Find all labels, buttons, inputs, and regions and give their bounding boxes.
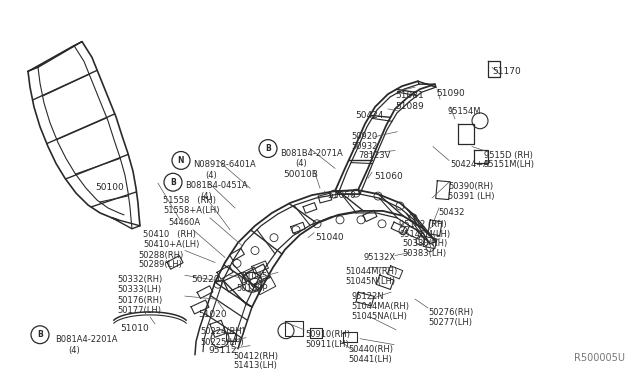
Text: 50432: 50432 [438,208,465,217]
Text: 78123V: 78123V [358,151,390,160]
Text: 50277(LH): 50277(LH) [428,318,472,327]
Text: 54460A: 54460A [168,218,200,227]
Text: R500005U: R500005U [574,353,625,363]
Text: 50920: 50920 [351,132,377,141]
Text: (4): (4) [68,346,80,355]
Text: 50424: 50424 [355,111,383,120]
Text: 51045: 51045 [241,272,268,281]
Text: 51045N(LH): 51045N(LH) [345,277,395,286]
Text: 50289(LH): 50289(LH) [138,260,182,269]
Text: 51413(LH): 51413(LH) [233,362,277,371]
Text: B081B4-0451A: B081B4-0451A [185,181,248,190]
Text: 50276(RH): 50276(RH) [428,308,473,317]
Text: 51045NA(LH): 51045NA(LH) [351,312,407,321]
Text: 50383(LH): 50383(LH) [402,248,446,257]
Text: 50910(RH): 50910(RH) [305,330,350,339]
Text: 50412(RH): 50412(RH) [233,352,278,360]
Text: (4): (4) [200,192,212,201]
Text: 51044MA(RH): 51044MA(RH) [351,302,409,311]
Text: 51089: 51089 [395,102,424,111]
Text: 50333(LH): 50333(LH) [117,285,161,294]
Text: 50410+A(LH): 50410+A(LH) [143,240,200,248]
Text: 51050: 51050 [327,191,356,200]
Text: B081B4-2071A: B081B4-2071A [280,148,343,158]
Text: 50441(LH): 50441(LH) [348,355,392,363]
Text: 51081: 51081 [395,91,424,100]
Text: 50391 (LH): 50391 (LH) [448,192,495,201]
Text: 51020: 51020 [198,310,227,319]
Text: 95122N: 95122N [351,292,383,301]
Text: 50130P: 50130P [236,284,268,293]
Text: 95143M(LH): 95143M(LH) [399,230,450,239]
Text: 50380(RH): 50380(RH) [402,239,447,248]
Text: 50100: 50100 [95,183,124,192]
Text: 95112: 95112 [208,346,237,355]
Text: 50177(LH): 50177(LH) [117,306,161,315]
Text: 51090: 51090 [436,89,465,98]
Text: 50225(LH): 50225(LH) [200,338,244,347]
Text: 95132X: 95132X [363,253,395,262]
Text: 51010: 51010 [120,324,148,333]
Text: (4): (4) [295,160,307,169]
Text: B: B [265,144,271,153]
Text: 51040: 51040 [315,233,344,242]
Text: N08918-6401A: N08918-6401A [193,160,256,169]
Text: 50390(RH): 50390(RH) [448,182,493,191]
Text: 51060: 51060 [374,172,403,181]
Text: 95142 (RH): 95142 (RH) [399,220,447,229]
Text: 51170: 51170 [492,67,521,76]
Text: 50332(RH): 50332(RH) [117,275,163,284]
Text: 50224(RH): 50224(RH) [200,327,245,336]
Text: 50010B: 50010B [283,170,318,179]
Text: B081A4-2201A: B081A4-2201A [55,335,118,344]
Text: 9515D (RH): 9515D (RH) [484,151,533,160]
Text: 50932: 50932 [351,142,378,151]
Text: 50424+A: 50424+A [450,160,489,169]
Text: 50220: 50220 [191,275,220,284]
Text: 51558+A(LH): 51558+A(LH) [163,206,220,215]
Text: N: N [178,156,184,165]
Text: 95154M: 95154M [448,107,481,116]
Text: 51558   (RH): 51558 (RH) [163,196,216,205]
Text: 95151M(LH): 95151M(LH) [484,160,535,169]
Text: 50176(RH): 50176(RH) [117,296,163,305]
Text: B: B [37,330,43,339]
Text: 50440(RH): 50440(RH) [348,344,393,354]
Text: 51044M(RH): 51044M(RH) [345,267,397,276]
Text: 50911(LH): 50911(LH) [305,340,349,349]
Text: 50288(RH): 50288(RH) [138,251,183,260]
Text: (4): (4) [205,171,217,180]
Text: B: B [170,178,176,187]
Text: 50410   (RH): 50410 (RH) [143,230,196,239]
